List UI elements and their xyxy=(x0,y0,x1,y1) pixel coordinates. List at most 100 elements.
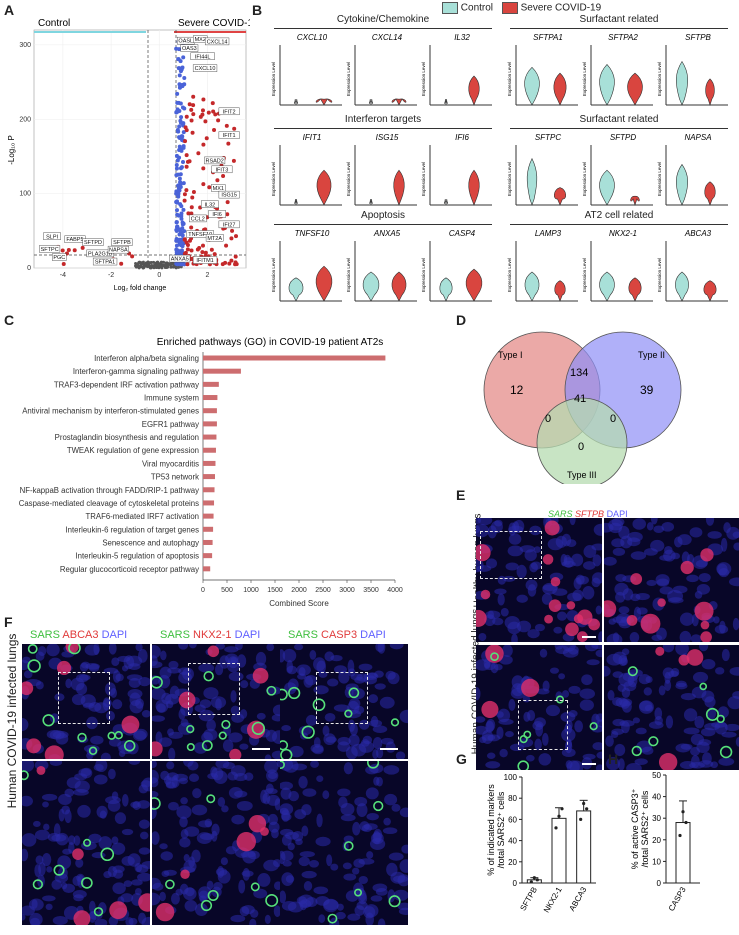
e-title-marker: SFTPB xyxy=(575,509,605,519)
volcano-gene-label: IL32 xyxy=(205,202,216,208)
chart-g-category-label: NKX2-1 xyxy=(542,885,564,914)
nucleus xyxy=(326,854,333,867)
violin-gene-title: IL32 xyxy=(454,33,470,42)
chart-c-category-label: Regular glucocorticoid receptor pathway xyxy=(60,565,199,574)
nucleus xyxy=(187,761,199,771)
nucleus xyxy=(239,709,248,719)
volcano-point-up xyxy=(221,173,226,178)
f-col-title: SARS CASP3 DAPI xyxy=(288,629,386,641)
sars-signal xyxy=(100,847,115,862)
nucleus xyxy=(382,827,398,835)
volcano-gene-box xyxy=(211,165,233,174)
volcano-point-up xyxy=(185,247,190,252)
violin-ylabel: Expression Level xyxy=(657,258,662,292)
sars-signal xyxy=(648,736,659,747)
f-title-sars: SARS xyxy=(288,629,318,641)
chart-c-bar xyxy=(203,526,214,532)
nucleus xyxy=(643,687,652,696)
violin-covid xyxy=(468,169,480,206)
nucleus xyxy=(298,776,308,789)
nucleus xyxy=(508,699,516,711)
nucleus xyxy=(486,558,498,569)
nucleus xyxy=(64,809,72,824)
scale-bar xyxy=(380,748,398,750)
violin-ylabel: Expression Level xyxy=(421,62,426,96)
nucleus xyxy=(110,688,118,698)
marker-signal xyxy=(566,601,576,610)
nucleus xyxy=(586,659,600,666)
nucleus xyxy=(733,542,739,551)
sars-signal xyxy=(206,794,216,804)
nucleus xyxy=(45,903,53,911)
nucleus xyxy=(358,858,375,865)
violin-covid xyxy=(554,280,566,302)
nucleus xyxy=(193,742,208,754)
nucleus xyxy=(604,665,611,677)
nucleus xyxy=(231,814,245,825)
nucleus xyxy=(206,719,216,732)
marker-signal xyxy=(686,649,704,666)
nucleus xyxy=(675,645,689,656)
nucleus xyxy=(31,899,38,909)
violin-control xyxy=(293,98,299,106)
micro-image-svg xyxy=(476,645,602,770)
nucleus xyxy=(541,593,553,605)
nucleus xyxy=(128,663,141,670)
nucleus xyxy=(129,699,144,714)
nucleus xyxy=(646,522,654,531)
nucleus xyxy=(354,796,368,807)
nucleus xyxy=(487,734,501,742)
panel-label-b: B xyxy=(252,2,263,18)
violin-gene-title: SFTPA2 xyxy=(608,33,638,42)
nucleus xyxy=(686,574,699,583)
nucleus xyxy=(179,816,188,828)
volcano-point-sig-p xyxy=(174,166,179,171)
nucleus xyxy=(692,671,709,683)
nucleus xyxy=(330,863,339,871)
violin-plot: NKX2-1 Expression Level xyxy=(582,229,653,302)
nucleus xyxy=(191,849,201,863)
chart-c-bar xyxy=(203,500,215,506)
nucleus xyxy=(255,651,267,666)
volcano-point-up xyxy=(200,108,205,113)
nucleus xyxy=(701,752,712,765)
nucleus xyxy=(99,810,107,819)
nucleus xyxy=(476,558,484,573)
sars-signal xyxy=(152,797,161,810)
violin-group-rule xyxy=(274,28,492,29)
volcano-point-up xyxy=(201,97,206,102)
nucleus xyxy=(86,716,98,730)
nucleus xyxy=(215,867,228,876)
violin-control xyxy=(439,277,453,302)
nucleus xyxy=(271,714,280,722)
volcano-gene-label: IFIT3 xyxy=(215,167,228,173)
violin-control xyxy=(443,198,449,206)
volcano-point-sig-p xyxy=(177,188,182,193)
volcano-gene-label: MX1 xyxy=(213,186,224,192)
f-overview xyxy=(280,644,408,759)
nucleus xyxy=(78,674,91,681)
violin-group-rule xyxy=(510,224,728,225)
nucleus xyxy=(128,677,141,688)
violin-covid xyxy=(315,265,333,302)
volcano-gene-box xyxy=(190,52,215,60)
chart-c-bar xyxy=(203,408,217,414)
scale-bar xyxy=(252,748,270,750)
violin-ylabel: Expression Level xyxy=(507,258,512,292)
nucleus xyxy=(134,888,142,896)
volcano-point-sig-p xyxy=(179,262,184,267)
marker-signal xyxy=(207,645,220,658)
volcano-point-sig-p xyxy=(175,109,180,114)
marker-signal xyxy=(72,848,84,860)
volcano-point-sig-p xyxy=(179,211,184,216)
nucleus xyxy=(58,808,65,822)
volcano-gene-box xyxy=(218,131,240,139)
volcano-point-up xyxy=(182,237,187,242)
nucleus xyxy=(568,710,578,718)
nucleus xyxy=(661,522,675,532)
zoom-box xyxy=(518,700,568,750)
chart-c-tick-label: 2500 xyxy=(315,587,331,594)
volcano-point-up xyxy=(207,185,212,190)
chart-h-tick-label: 50 xyxy=(652,771,661,780)
chart-c-bar xyxy=(203,395,218,401)
